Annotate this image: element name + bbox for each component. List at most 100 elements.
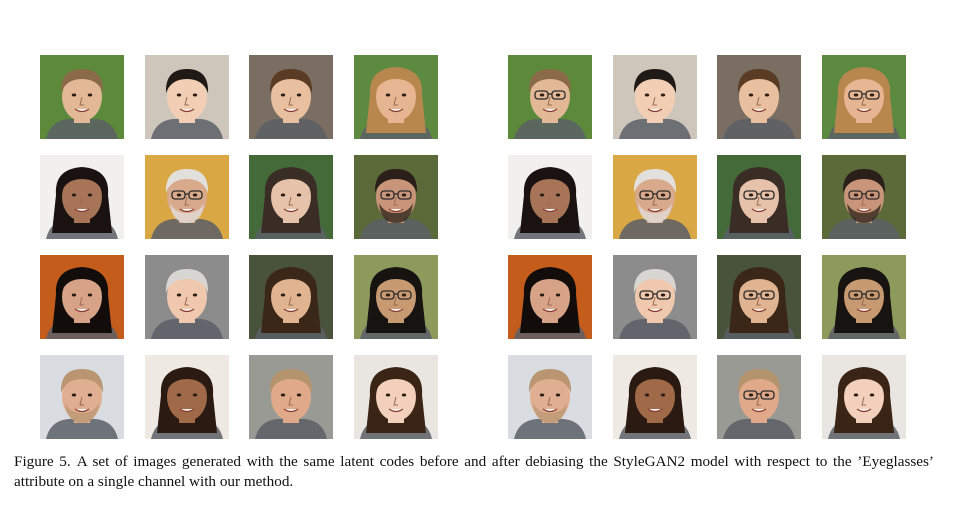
eyeglasses-left-lens	[848, 90, 863, 100]
before-face-r3-c2	[145, 255, 229, 339]
face-hair	[737, 369, 781, 393]
face-nose	[861, 296, 866, 306]
eyeglasses-right-lens	[397, 290, 412, 300]
face-nose	[79, 96, 84, 106]
face-right-eye	[87, 193, 93, 197]
face-mouth	[388, 408, 404, 413]
face-left-eye	[280, 293, 286, 297]
face-left-eye	[748, 193, 754, 197]
face-hair	[269, 369, 313, 393]
face-hair	[269, 269, 313, 293]
face-hair	[633, 269, 677, 293]
face-hair	[374, 169, 418, 193]
face-right-eye	[555, 193, 561, 197]
face-image	[613, 55, 697, 139]
eyeglasses-right-lens	[760, 390, 775, 400]
face-left-eye	[71, 293, 77, 297]
face-image	[249, 355, 333, 439]
face-left-eye	[853, 93, 859, 97]
before-face-r4-c3	[249, 355, 333, 439]
face-shoulders	[46, 419, 118, 439]
face-mouth	[856, 108, 872, 113]
face-right-eye	[192, 93, 198, 97]
face-right-eye	[764, 293, 770, 297]
after-face-r3-c4	[822, 255, 906, 339]
face-nose	[184, 396, 189, 406]
face-mouth	[388, 108, 404, 113]
face-left-eye	[539, 293, 545, 297]
face-nose	[652, 96, 657, 106]
eyeglasses-left-lens	[380, 190, 395, 200]
face-hair	[842, 369, 886, 393]
face-shoulders	[255, 419, 327, 439]
face-nose	[79, 396, 84, 406]
before-face-r2-c4	[354, 155, 438, 239]
face-image	[717, 255, 801, 339]
face-hair	[528, 269, 572, 293]
face-hair	[60, 369, 104, 393]
face-right-eye	[869, 293, 875, 297]
face-nose	[288, 296, 293, 306]
eyeglasses-right-lens	[865, 190, 880, 200]
face-right-eye	[555, 293, 561, 297]
face-beard	[170, 203, 204, 223]
face-right-eye	[764, 93, 770, 97]
after-face-r1-c2	[613, 55, 697, 139]
face-image	[249, 255, 333, 339]
face-left-eye	[280, 393, 286, 397]
face-right-eye	[192, 293, 198, 297]
face-hair	[842, 269, 886, 293]
eyeglasses-left-lens	[534, 90, 549, 100]
face-left-eye	[853, 393, 859, 397]
face-nose	[79, 196, 84, 206]
face-image	[40, 355, 124, 439]
face-image	[613, 155, 697, 239]
after-face-r4-c3	[717, 355, 801, 439]
face-hair	[60, 269, 104, 293]
face-right-eye	[192, 393, 198, 397]
face-image	[508, 55, 592, 139]
face-image	[249, 55, 333, 139]
face-shoulders	[151, 119, 223, 139]
face-left-eye	[748, 393, 754, 397]
face-nose	[861, 196, 866, 206]
face-hair	[842, 69, 886, 93]
face-hair	[165, 369, 209, 393]
eyeglasses-right-lens	[397, 190, 412, 200]
face-left-eye	[385, 193, 391, 197]
face-mouth	[751, 208, 767, 213]
face-beard	[638, 203, 672, 223]
face-left-eye	[644, 293, 650, 297]
face-mouth	[179, 108, 195, 113]
caption-text: A set of images generated with the same …	[14, 453, 934, 490]
face-right-eye	[296, 393, 302, 397]
eyeglasses-right-lens	[656, 190, 671, 200]
face-shoulders	[619, 319, 691, 339]
face-mouth	[647, 408, 663, 413]
face-nose	[861, 396, 866, 406]
face-hair	[374, 69, 418, 93]
face-right-eye	[87, 93, 93, 97]
face-right-eye	[296, 193, 302, 197]
eyeglasses-right-lens	[760, 290, 775, 300]
face-nose	[547, 296, 552, 306]
face-nose	[652, 196, 657, 206]
before-face-r1-c2	[145, 55, 229, 139]
face-beard	[379, 203, 413, 223]
before-face-r3-c1	[40, 255, 124, 339]
face-nose	[756, 296, 761, 306]
face-hair	[528, 69, 572, 93]
face-image	[354, 255, 438, 339]
face-beard	[65, 403, 99, 423]
before-face-r2-c2	[145, 155, 229, 239]
eyeglasses-right-lens	[188, 190, 203, 200]
face-nose	[288, 396, 293, 406]
face-left-eye	[644, 393, 650, 397]
face-hair	[633, 369, 677, 393]
before-face-r2-c1	[40, 155, 124, 239]
face-mouth	[179, 208, 195, 213]
figure-caption: Figure 5. A set of images generated with …	[14, 452, 934, 492]
face-shoulders	[255, 119, 327, 139]
after-face-r1-c1	[508, 55, 592, 139]
